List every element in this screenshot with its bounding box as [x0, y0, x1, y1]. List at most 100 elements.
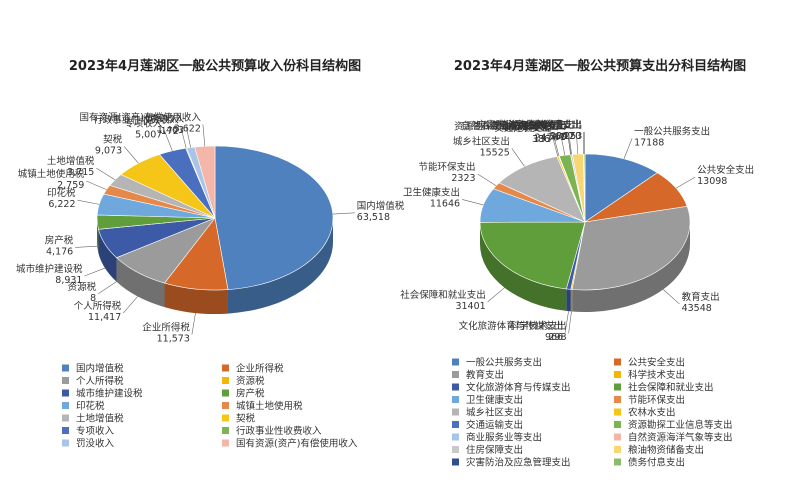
- leader-line: [84, 267, 106, 277]
- legend-swatch: [614, 408, 621, 416]
- data-label: 企业所得税 11,573: [142, 322, 190, 345]
- data-label-value: 2,759: [57, 180, 84, 191]
- data-label-name: 交通运输支出: [494, 122, 551, 134]
- data-label-name: 灾害防治及应急管理支出: [477, 119, 582, 131]
- slice-side: [116, 257, 165, 308]
- pie-sides: [480, 222, 690, 312]
- data-label-name: 商业服务业等支出: [490, 120, 566, 132]
- legend-swatch: [62, 377, 69, 384]
- data-label-name: 罚没收入: [146, 113, 185, 125]
- data-label-name: 个人所得税: [74, 300, 122, 312]
- legend-swatch: [452, 408, 459, 416]
- legend-swatch: [614, 396, 621, 403]
- data-label: 节能环保支出 2323: [419, 161, 476, 184]
- legend-label: 城市维护建设税: [76, 388, 143, 400]
- legend-label: 行政事业性收费收入: [236, 425, 322, 437]
- legend-swatch: [614, 383, 621, 391]
- data-label-name: 卫生健康支出: [403, 186, 460, 198]
- data-label: 房产税 4,176: [45, 234, 74, 257]
- legend-swatch: [452, 371, 459, 378]
- data-label: 城市维护建设税 8,931: [16, 263, 83, 286]
- data-label-value: 47: [554, 132, 566, 143]
- data-label-value: 8,931: [55, 275, 82, 286]
- legend-label: 印花税: [76, 400, 105, 412]
- data-label-name: 城乡社区支出: [453, 135, 510, 147]
- data-label-value: 5,007: [135, 129, 162, 140]
- data-label-value: 9,073: [95, 145, 122, 156]
- leader-line: [567, 132, 572, 155]
- data-label-name: 科学技术支出: [510, 320, 567, 332]
- legend-label: 文化旅游体育与传媒支出: [466, 382, 571, 394]
- leader-line: [180, 126, 187, 149]
- leader-line: [564, 311, 569, 333]
- leader-line: [77, 199, 100, 205]
- data-label-name: 资源勘探工业信息等支出: [454, 121, 559, 133]
- data-label: 罚没收入 1,463: [146, 113, 185, 136]
- data-label-value: 11646: [430, 198, 460, 209]
- data-label-name: 印花税: [47, 187, 76, 199]
- legend-swatch: [614, 371, 621, 378]
- slice-side: [227, 218, 333, 314]
- leader-line: [477, 173, 497, 186]
- legend-label: 商业服务业等支出: [466, 432, 542, 444]
- legend-swatch: [452, 458, 459, 466]
- data-label-name: 城市维护建设税: [16, 263, 83, 275]
- leader-line: [191, 312, 196, 335]
- data-label-name: 公共安全支出: [697, 164, 754, 176]
- legend-label: 交通运输支出: [466, 419, 523, 431]
- legend-swatch: [222, 439, 229, 447]
- data-label-name: 债务付息支出: [525, 119, 582, 131]
- data-label: 国有资源(资产)有偿使用收入 3,622: [79, 111, 201, 134]
- legend-label: 资源税: [236, 375, 265, 387]
- leader-line: [623, 138, 633, 159]
- data-label: 社会保障和就业支出 31401: [400, 289, 486, 312]
- data-label-name: 自然资源海洋气象等支出: [461, 120, 566, 132]
- data-label-name: 住房保障支出: [510, 120, 567, 132]
- leader-line: [202, 124, 206, 147]
- legend-label: 国内增值税: [76, 363, 124, 375]
- leader-line: [551, 134, 559, 157]
- data-label-value: 2323: [451, 173, 475, 184]
- data-label: 专项收入 5,007: [124, 117, 163, 140]
- legend-swatch: [62, 414, 69, 422]
- leader-line: [123, 296, 138, 314]
- data-label-value: 133: [533, 134, 551, 145]
- data-label-name: 粮油物资储备支出: [498, 119, 574, 131]
- leader-line: [96, 167, 116, 181]
- data-label-name: 契税: [103, 133, 123, 145]
- leader-line: [332, 212, 355, 215]
- leader-line: [511, 148, 525, 167]
- data-label: 城镇土地使用税 2,759: [18, 168, 85, 191]
- legend-label: 债务付息支出: [628, 457, 685, 469]
- data-label-value: 360: [549, 132, 567, 143]
- legend-swatch: [452, 421, 459, 428]
- data-label: 契税 9,073: [95, 133, 123, 156]
- leader-line: [98, 281, 117, 295]
- data-label: 公共安全支出 13098: [697, 164, 754, 187]
- pie-slice: [498, 156, 586, 223]
- legend-swatch: [452, 433, 459, 441]
- legend-label: 住房保障支出: [466, 444, 523, 456]
- data-label: 行政事业性收费收入 172: [93, 114, 179, 137]
- slice-side: [570, 289, 573, 312]
- leader-line: [123, 146, 139, 164]
- legend-label: 个人所得税: [76, 375, 124, 387]
- legend-label: 城乡社区支出: [466, 407, 523, 419]
- legend-label: 科学技术支出: [628, 369, 685, 381]
- leader-line: [568, 132, 572, 155]
- data-label: 交通运输支出 133: [494, 122, 551, 145]
- legend-swatch: [452, 358, 459, 366]
- data-label-name: 资源税: [68, 281, 97, 293]
- legend-label: 自然资源海洋气象等支出: [628, 432, 733, 444]
- legend-label: 土地增值税: [76, 413, 124, 425]
- data-label-value: 11,573: [157, 334, 190, 345]
- data-label: 个人所得税 11,417: [74, 300, 122, 323]
- data-label-value: 298: [548, 332, 566, 343]
- data-label: 城乡社区支出 15525: [453, 135, 510, 158]
- data-label-value: 172: [161, 126, 179, 137]
- data-label: 国内增值税 63,518: [357, 200, 405, 223]
